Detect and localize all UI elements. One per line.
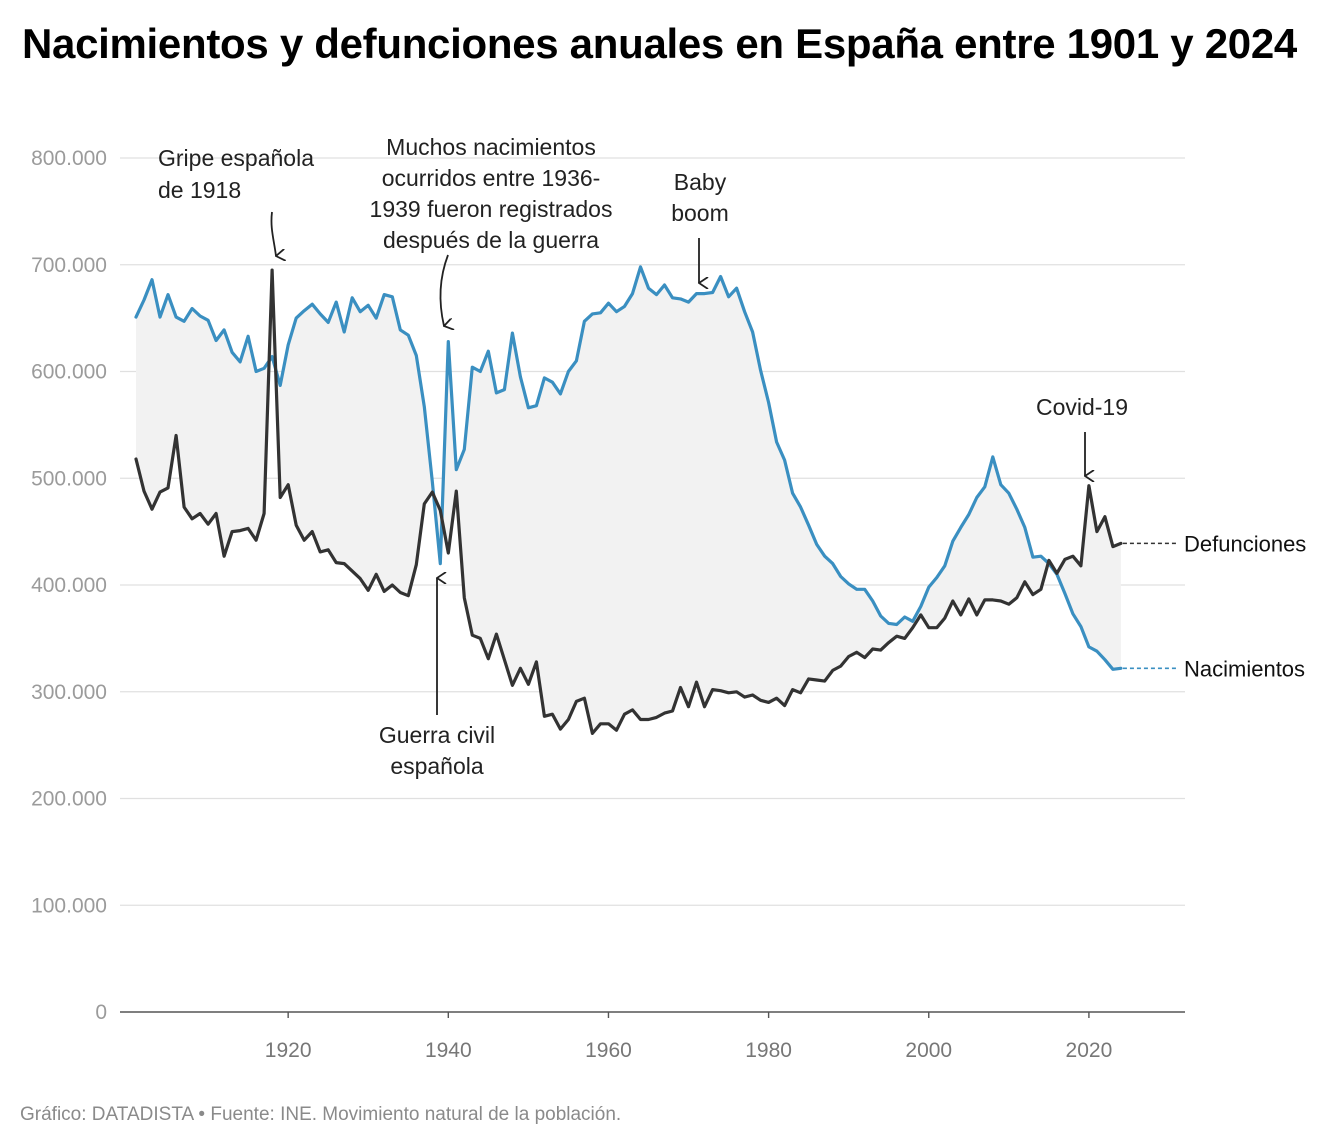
annotation-line: Guerra civil <box>379 722 495 748</box>
y-tick-label: 500.000 <box>31 467 107 490</box>
x-tick-label: 1940 <box>425 1039 472 1062</box>
legend-label-nacimientos: Nacimientos <box>1184 656 1305 681</box>
y-tick-label: 700.000 <box>31 254 107 277</box>
x-tick-label: 2020 <box>1066 1039 1113 1062</box>
annotation-line: 1939 fueron registrados <box>370 196 613 222</box>
annotation-line: Gripe española <box>158 145 314 171</box>
y-tick-label: 600.000 <box>31 361 107 384</box>
annotation-babyboom: Baby boom <box>671 169 729 226</box>
series-line-nacimientos <box>134 265 1123 671</box>
annotation-line: de 1918 <box>158 177 241 203</box>
x-tick-label: 2000 <box>905 1039 952 1062</box>
annotation-covid: Covid-19 <box>1036 394 1128 420</box>
x-tick-label: 1980 <box>745 1039 792 1062</box>
chart-title: Nacimientos y defunciones anuales en Esp… <box>22 20 1297 67</box>
annotation-line: después de la guerra <box>383 227 599 253</box>
annotation-line: Muchos nacimientos <box>386 134 596 160</box>
annotation-line: española <box>390 753 484 779</box>
annotation-guerra: Guerra civil española <box>379 722 495 779</box>
y-tick-label: 400.000 <box>31 574 107 597</box>
series-line-defunciones <box>134 268 1123 735</box>
annotation-line: Baby <box>674 169 727 195</box>
annotation-line: boom <box>671 200 729 226</box>
y-tick-label: 200.000 <box>31 788 107 811</box>
x-tick-label: 1920 <box>265 1039 312 1062</box>
y-tick-label: 0 <box>95 1001 107 1024</box>
annotation-line: ocurridos entre 1936- <box>382 165 601 191</box>
annotation-registros: Muchos nacimientos ocurridos entre 1936- 1… <box>370 134 613 253</box>
y-tick-label: 800.000 <box>31 147 107 170</box>
source-footer: Gráfico: DATADISTA • Fuente: INE. Movimi… <box>20 1104 622 1125</box>
legend-label-defunciones: Defunciones <box>1184 531 1306 556</box>
annotation-line: Covid-19 <box>1036 394 1128 420</box>
annotation-arrow <box>270 211 276 256</box>
x-tick-label: 1960 <box>585 1039 632 1062</box>
annotation-arrow <box>439 254 448 326</box>
y-tick-label: 300.000 <box>31 681 107 704</box>
y-tick-label: 100.000 <box>31 894 107 917</box>
annotation-gripe: Gripe española de 1918 <box>158 145 314 203</box>
area-between-series <box>136 266 1121 734</box>
